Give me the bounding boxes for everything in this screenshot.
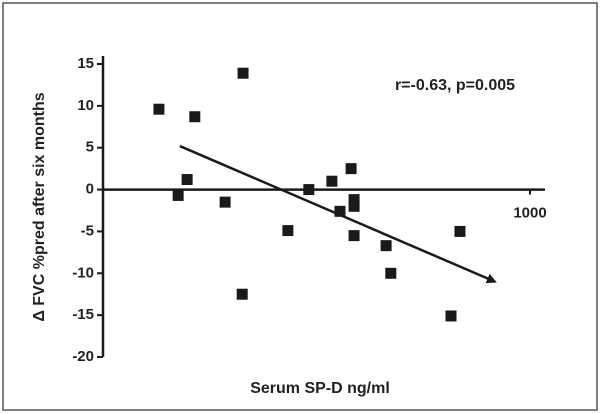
y-axis-label: Δ FVC %pred after six months [31,92,48,321]
point [348,194,360,206]
y-tick-label: 10 [77,97,94,114]
point [454,225,466,237]
point [181,174,193,186]
point [385,267,397,279]
point [219,196,231,208]
y-tick-label: -5 [81,222,94,239]
y-tick-label: 0 [86,181,94,198]
point [172,189,184,201]
point [348,230,360,242]
y-tick-label: -10 [72,264,94,281]
point [237,67,249,79]
point [153,103,165,115]
x-tick-label: 1000 [513,205,546,222]
x-axis-label: Serum SP-D ng/ml [250,380,390,397]
y-tick-label: -15 [72,306,94,323]
point [348,200,360,212]
point [334,205,346,217]
frame [2,2,598,411]
point [303,184,315,196]
point [380,240,392,252]
point [282,225,294,237]
y-tick-label: 15 [77,55,94,72]
point [189,111,201,123]
y-tick-label: 5 [86,139,94,156]
y-tick-label: -20 [72,348,94,365]
point [326,175,338,187]
point [445,310,457,322]
point [236,288,248,300]
annotation: r=-0.63, p=0.005 [395,77,515,94]
point [345,163,357,175]
